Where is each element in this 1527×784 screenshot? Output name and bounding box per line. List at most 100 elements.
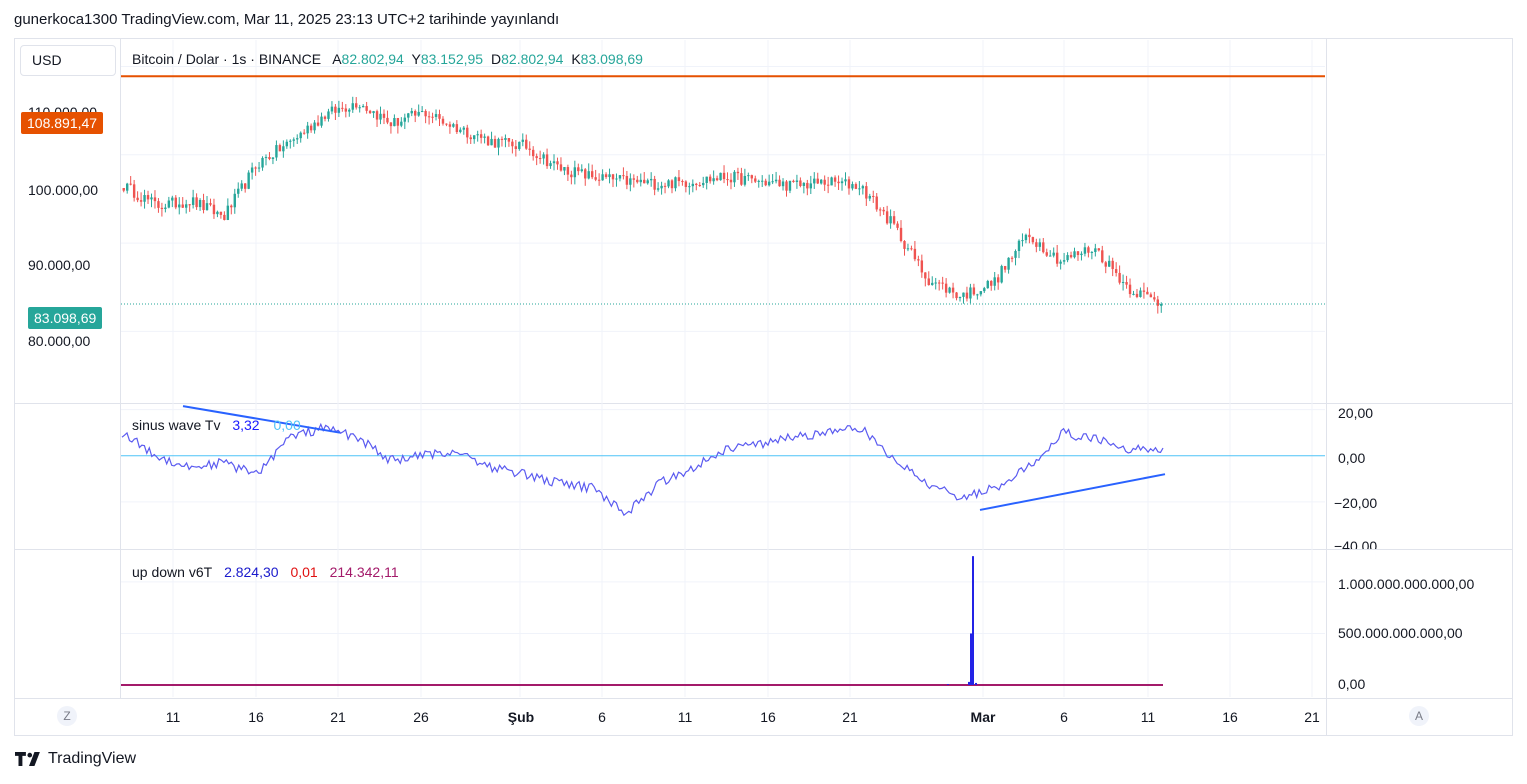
candle-body xyxy=(885,211,889,224)
candle-body xyxy=(937,282,941,284)
candle-body xyxy=(531,149,535,157)
candle-body xyxy=(990,280,993,286)
x-label-jan26: 26 xyxy=(413,709,429,725)
vol-bar xyxy=(968,681,970,685)
candle-body xyxy=(174,197,177,208)
candle-body xyxy=(521,139,524,142)
footer-brand[interactable]: TradingView xyxy=(14,750,136,768)
candle-body xyxy=(247,172,250,189)
candle-body xyxy=(341,107,344,109)
candle-body xyxy=(747,175,750,177)
candle-body xyxy=(1024,234,1028,241)
candle-body xyxy=(254,167,257,169)
candle-body xyxy=(372,111,375,114)
candle-body xyxy=(250,167,254,173)
candle-body xyxy=(1035,242,1038,247)
candle-body xyxy=(1114,269,1118,273)
candle-body xyxy=(597,179,601,181)
header-line: gunerkoca1300 TradingView.com, Mar 11, 2… xyxy=(14,11,560,28)
candle-body xyxy=(1049,255,1052,257)
x-label-feb: Şub xyxy=(507,709,535,725)
trendline-down xyxy=(182,405,341,434)
candle-body xyxy=(448,124,452,127)
candle-body xyxy=(941,282,944,284)
candle-body xyxy=(611,174,615,180)
candle-body xyxy=(469,137,472,140)
candle-body xyxy=(795,180,799,182)
vol-name[interactable]: up down v6T xyxy=(132,564,213,580)
candle-body xyxy=(212,204,216,215)
candle-body xyxy=(958,296,962,299)
osc-value-2: 0,00 xyxy=(273,417,301,433)
candle-body xyxy=(171,197,174,201)
currency-button[interactable]: USD xyxy=(20,45,116,76)
vol-value-3: 214.342,11 xyxy=(329,564,399,580)
candle-body xyxy=(479,134,483,138)
candle-body xyxy=(632,178,636,180)
price-tick-80: 80.000,00 xyxy=(28,333,91,349)
candle-body xyxy=(445,123,448,125)
candle-body xyxy=(143,195,146,202)
price-legend: Bitcoin / Dolar · 1s · BINANCE A82.802,9… xyxy=(132,51,647,67)
timezone-button[interactable]: Z xyxy=(57,706,77,726)
candle-body xyxy=(847,179,851,189)
candle-body xyxy=(497,138,500,148)
candle-body xyxy=(230,205,233,208)
pane-divider-1 xyxy=(15,403,1512,404)
x-label-mar11: 11 xyxy=(1140,709,1156,725)
candle-body xyxy=(1149,294,1153,298)
candle-body xyxy=(764,180,767,186)
candle-body xyxy=(1066,255,1069,261)
candle-body xyxy=(1104,262,1107,267)
candle-body xyxy=(198,200,202,208)
candle-body xyxy=(684,181,688,187)
x-label-feb6: 6 xyxy=(598,709,606,725)
candle-body xyxy=(167,200,171,208)
candle-body xyxy=(934,282,937,284)
candle-body xyxy=(292,139,295,141)
candle-body xyxy=(653,178,656,190)
candle-body xyxy=(705,176,708,183)
candle-body xyxy=(726,179,729,181)
candle-body xyxy=(1076,251,1080,256)
candle-body xyxy=(327,111,330,119)
candle-body xyxy=(275,145,278,158)
candle-body xyxy=(223,214,226,220)
candle-body xyxy=(337,107,341,113)
candle-body xyxy=(806,182,809,189)
candle-body xyxy=(754,178,757,182)
time-axis-divider xyxy=(15,698,1512,699)
candle-body xyxy=(535,156,538,159)
candles xyxy=(121,75,1325,314)
osc-name[interactable]: sinus wave Tv xyxy=(132,417,221,433)
candle-body xyxy=(670,180,674,189)
candle-body xyxy=(386,117,389,123)
candle-body xyxy=(153,197,157,202)
vol-value-2: 0,01 xyxy=(290,564,318,580)
candle-body xyxy=(195,197,198,208)
candle-body xyxy=(542,154,545,159)
candle-body xyxy=(261,157,264,168)
candle-body xyxy=(1038,242,1042,247)
ohlc-open: A82.802,94 xyxy=(332,51,404,67)
pane-divider-2 xyxy=(15,549,1512,550)
osc-tick-0: 0,00 xyxy=(1338,450,1366,466)
candle-body xyxy=(639,179,642,183)
symbol-title[interactable]: Bitcoin / Dolar · 1s · BINANCE xyxy=(132,51,322,67)
candle-body xyxy=(1000,266,1003,283)
candle-body xyxy=(584,169,587,179)
candle-body xyxy=(1132,293,1135,295)
candle-body xyxy=(972,287,976,295)
candle-body xyxy=(271,157,275,159)
candle-body xyxy=(951,287,955,293)
candle-body xyxy=(868,195,871,199)
candle-body xyxy=(663,185,667,187)
candle-body xyxy=(268,157,271,159)
candle-body xyxy=(282,146,285,152)
candle-body xyxy=(188,204,191,206)
candle-body xyxy=(1052,252,1055,256)
auto-scale-button[interactable]: A xyxy=(1409,706,1429,726)
candle-body xyxy=(361,106,365,108)
candle-body xyxy=(788,180,792,191)
x-label-mar16: 16 xyxy=(1222,709,1238,725)
